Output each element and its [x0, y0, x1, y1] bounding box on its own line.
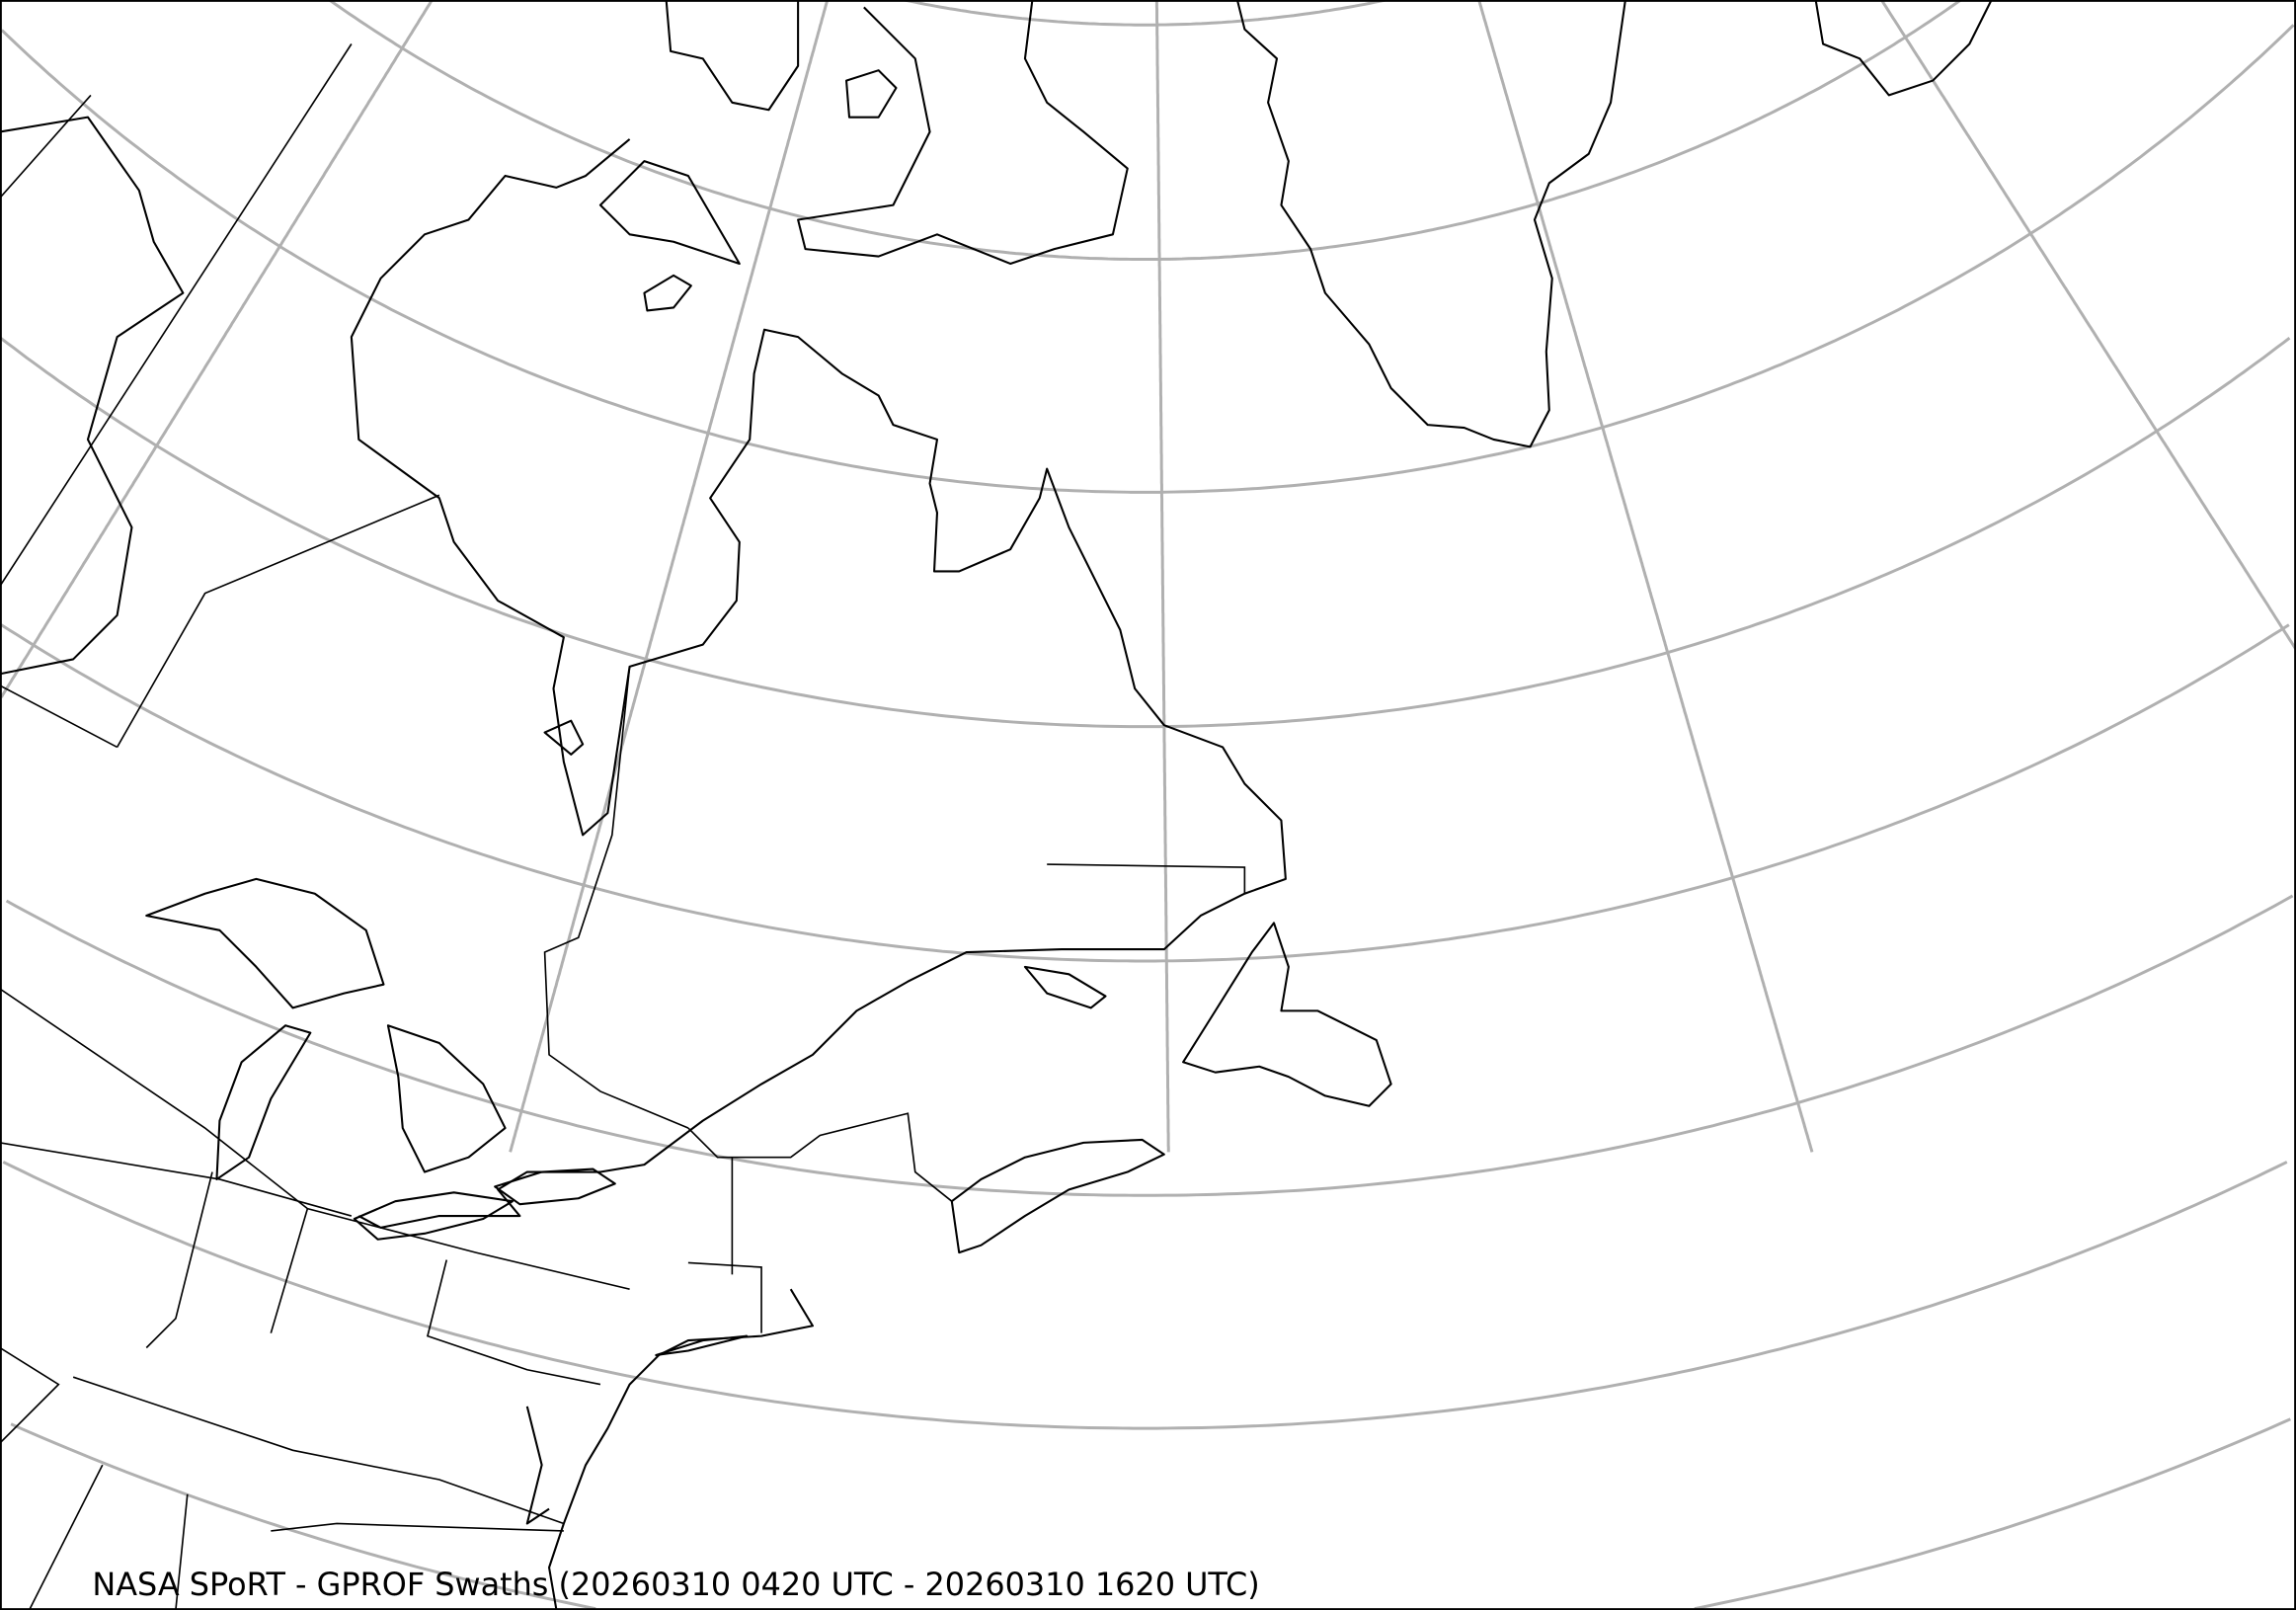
lake-erie [353, 1191, 515, 1241]
territory-border-2 [0, 94, 92, 199]
longitude-line [1477, 0, 1814, 1153]
political-borders [0, 43, 1246, 1610]
chesapeake [525, 1406, 550, 1525]
latitude-line [328, 0, 1962, 262]
state-border-7 [687, 1261, 762, 1333]
island-1 [845, 69, 898, 119]
lake-superior [145, 877, 385, 1009]
map-title: NASA SPoRT - GPROF Swaths (20260310 0420… [92, 1566, 1259, 1603]
longitude-line [0, 0, 434, 698]
baffin-coast [665, 0, 800, 112]
lake-ontario [494, 1167, 616, 1206]
state-border-10 [175, 1493, 189, 1610]
lake-michigan [215, 1024, 312, 1180]
greenland-coast [1235, 0, 1626, 448]
state-border-6 [426, 1259, 601, 1386]
latitude-line [10, 1417, 2291, 1610]
hudson-bay-coast [350, 138, 1287, 1229]
longitude-line [509, 0, 830, 1153]
quebec-labrador-border [1047, 863, 1246, 894]
baffin-south-coast [797, 0, 1129, 266]
state-border-2 [0, 1142, 353, 1217]
longitude-line [1880, 0, 2296, 650]
us-canada-border-east [687, 1112, 953, 1202]
latitude-line [0, 623, 2290, 963]
coastlines [0, 0, 1993, 1610]
ontario-manitoba-border [116, 494, 440, 748]
latitude-line [0, 24, 2295, 494]
james-bay-islands [543, 719, 585, 756]
latitude-line [5, 894, 2294, 1197]
anticosti-island [1023, 965, 1107, 1009]
latitude-line [2, 1161, 2288, 1430]
southampton-coast [598, 160, 741, 266]
state-border-11 [271, 1522, 564, 1532]
longitude-line [1154, 0, 1170, 1153]
latitude-line [905, 0, 1386, 27]
latitude-line [0, 336, 2291, 729]
state-border-9 [28, 1464, 104, 1610]
maritimes-coast [950, 1138, 1165, 1254]
lake-huron [386, 1024, 507, 1173]
us-east-coast [548, 1288, 814, 1610]
long-island [655, 1334, 749, 1356]
newfoundland-coast [1182, 922, 1392, 1107]
quebec-ontario-border [543, 666, 689, 1129]
greenland-south-coast [1814, 0, 1993, 97]
us-canada-border-west [0, 684, 119, 749]
territory-border-1 [0, 43, 353, 587]
state-border-4 [145, 1171, 213, 1349]
hudson-bay-west-coast [0, 116, 185, 676]
island-2 [643, 274, 692, 312]
state-border-5 [270, 1208, 309, 1333]
state-border-12 [0, 1346, 60, 1444]
state-border-3 [72, 1376, 565, 1525]
